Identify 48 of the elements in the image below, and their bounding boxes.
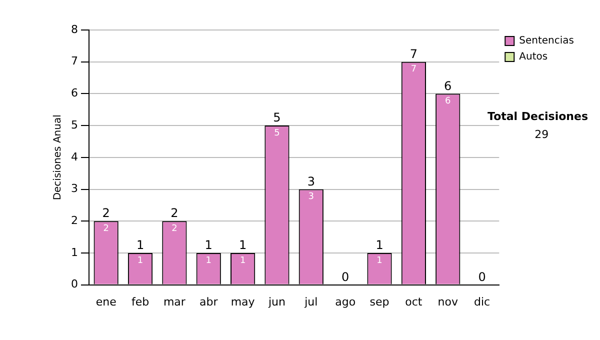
data-label: 3: [308, 192, 314, 202]
data-label: 1: [206, 256, 212, 266]
data-label: 2: [103, 224, 109, 234]
total-label: 1: [136, 238, 144, 252]
x-tick-label: oct: [405, 295, 423, 308]
legend-label: Sentencias: [519, 36, 574, 47]
total-label: 2: [170, 206, 178, 220]
y-axis-title: Decisiones Anual: [52, 114, 64, 200]
data-label: 5: [274, 128, 280, 138]
y-tick-label: 5: [71, 118, 78, 132]
x-tick-label: abr: [199, 295, 218, 308]
text: 29: [534, 128, 549, 141]
total-label: 0: [478, 270, 486, 284]
x-tick-label: ago: [335, 295, 356, 308]
annotation: Total Decisiones: [488, 110, 588, 123]
y-tick-label: 1: [71, 246, 78, 259]
total-label: 1: [238, 238, 247, 252]
data-label: 6: [445, 96, 451, 107]
total-label: 6: [444, 78, 452, 93]
legend-label: Autos: [519, 52, 548, 63]
data-label: 7: [410, 64, 417, 75]
y-tick-label: 7: [71, 54, 78, 68]
data-label: 1: [376, 256, 382, 266]
x-tick-label: sep: [370, 295, 390, 308]
y-tick-label: 6: [71, 86, 78, 100]
data-label: 2: [172, 224, 178, 234]
y-tick-label: 8: [71, 22, 78, 36]
total-label: 1: [376, 238, 384, 252]
y-tick-label: 3: [71, 182, 78, 196]
x-tick-label: mar: [163, 295, 186, 308]
y-tick-label: 4: [71, 150, 78, 164]
y-tick-label: 2: [71, 214, 78, 227]
x-tick-label: jun: [267, 295, 286, 308]
total-label: 2: [102, 206, 110, 220]
x-tick-label: may: [230, 295, 256, 308]
data-label: 1: [240, 256, 246, 266]
total-label: 0: [342, 270, 350, 284]
total-label: 3: [307, 174, 315, 188]
total-label: 1: [204, 238, 212, 252]
total-label: 5: [273, 110, 281, 125]
x-tick-label: jul: [304, 295, 318, 308]
y-tick-label: 0: [71, 278, 78, 291]
x-tick-label: nov: [438, 295, 458, 308]
total-label: 7: [410, 46, 418, 61]
x-tick-label: dic: [474, 295, 490, 308]
data-label: 1: [137, 256, 144, 266]
x-tick-label: ene: [96, 295, 117, 308]
x-tick-label: feb: [131, 295, 150, 308]
